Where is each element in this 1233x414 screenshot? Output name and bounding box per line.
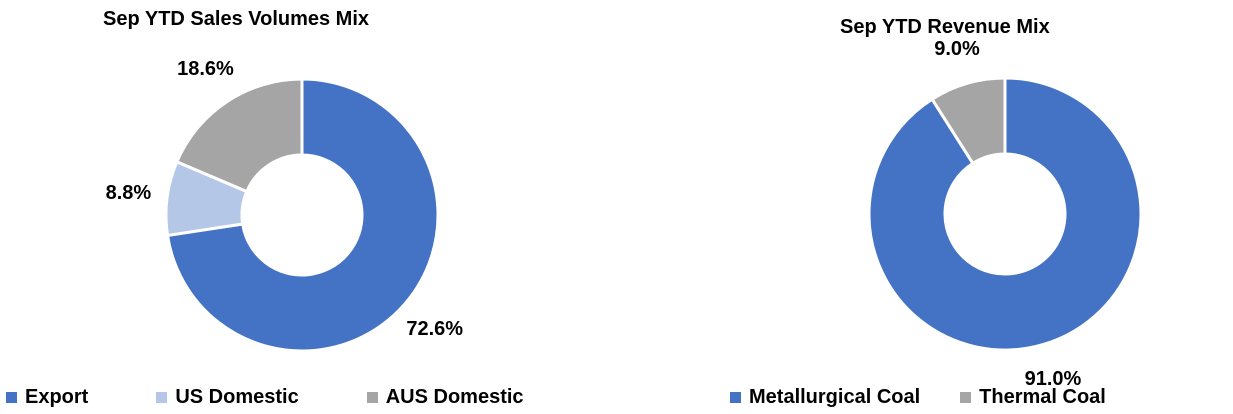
legend-swatch [6, 392, 17, 403]
donut-plot: 72.6% 8.8% 18.6% [106, 58, 463, 353]
legend-label: Metallurgical Coal [749, 386, 921, 408]
legend-item-export: Export [6, 386, 88, 409]
legend-item-aus-domestic: AUS Domestic [366, 386, 524, 409]
legend-swatch [730, 392, 741, 403]
legend-item-us-domestic: US Domestic [156, 386, 299, 409]
legend-swatch [960, 392, 972, 403]
legend-label: Thermal Coal [979, 386, 1106, 408]
legend-label: US Domestic [175, 386, 299, 408]
sales-volumes-donut-chart: Sep YTD Sales Volumes Mix 72.6% 8.8% 18.6%… [6, 8, 524, 409]
data-label-export: 72.6% [406, 318, 463, 340]
chart-legend: Metallurgical Coal Thermal Coal [730, 386, 1106, 409]
data-label-aus-domestic: 18.6% [177, 58, 234, 80]
legend-label: Export [25, 386, 89, 408]
revenue-mix-donut-chart: Sep YTD Revenue Mix 91.0% 9.0% Metallurgi… [700, 0, 1233, 414]
legend-item-metallurgical-coal: Metallurgical Coal [730, 386, 920, 409]
chart-title: Sep YTD Revenue Mix [840, 16, 1050, 38]
slice-export [165, 77, 440, 353]
data-label-thermal-coal: 9.0% [934, 38, 980, 60]
slice-thermal-coal [930, 76, 1007, 166]
slice-metallurgical-coal [867, 76, 1143, 352]
legend-swatch [156, 392, 168, 403]
chart-title: Sep YTD Sales Volumes Mix [103, 8, 370, 30]
chart-legend: Export US Domestic AUS Domestic [6, 386, 524, 409]
legend-item-thermal-coal: Thermal Coal [960, 386, 1106, 409]
legend-label: AUS Domestic [385, 386, 524, 408]
legend-swatch [366, 392, 378, 403]
donut-plot: 91.0% 9.0% [867, 38, 1143, 390]
data-label-us-domestic: 8.8% [106, 182, 152, 204]
slice-aus-domestic [174, 77, 304, 194]
data-label-metallurgical-coal: 91.0% [1025, 368, 1082, 390]
